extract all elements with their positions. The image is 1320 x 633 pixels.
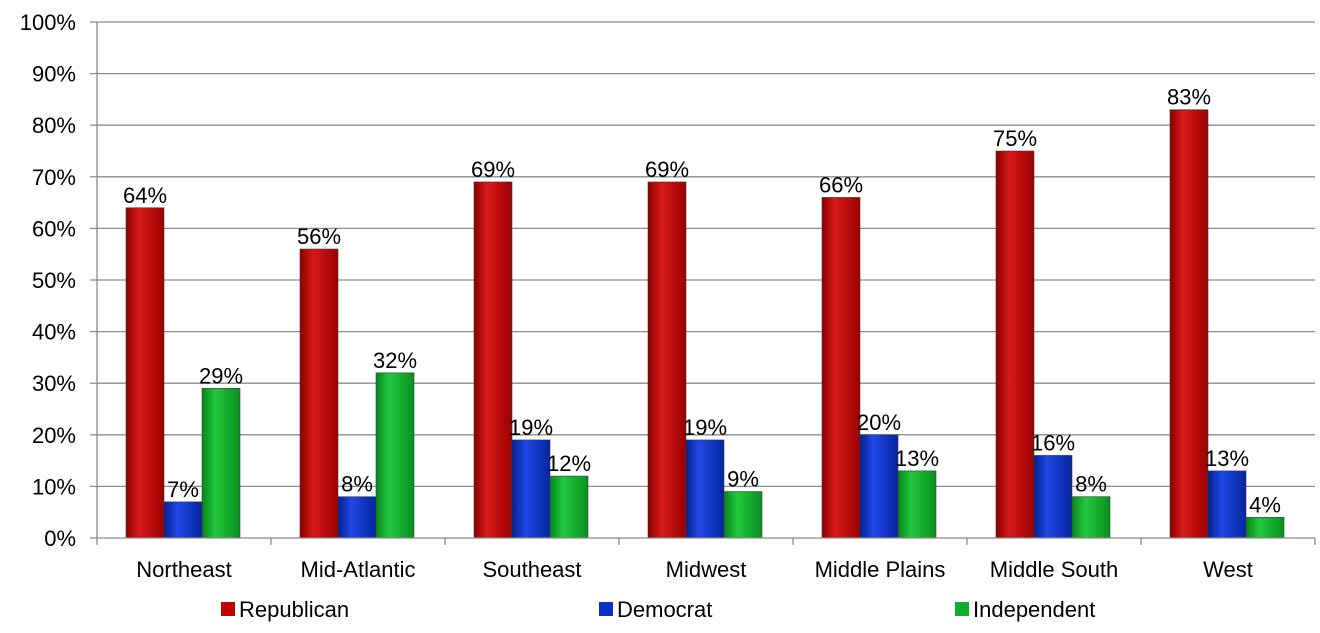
legend-swatch-republican <box>221 602 235 616</box>
bar-democrat <box>1033 455 1073 539</box>
legend-label: Democrat <box>617 597 712 622</box>
data-label: 32% <box>373 348 417 373</box>
bar-independent <box>723 491 763 539</box>
legend-swatch-independent <box>955 602 969 616</box>
data-label: 64% <box>123 183 167 208</box>
y-tick-label: 70% <box>32 165 76 190</box>
bar-democrat <box>685 439 725 539</box>
y-tick-label: 100% <box>20 10 76 35</box>
data-label: 13% <box>1205 446 1249 471</box>
legend-swatch-democrat <box>599 602 613 616</box>
bar-democrat <box>859 434 899 539</box>
legend-label: Republican <box>239 597 349 622</box>
data-label: 8% <box>341 472 373 497</box>
legend: Republican Democrat Independent <box>221 597 1095 622</box>
x-category-label: Middle Plains <box>815 557 946 582</box>
x-axis-category-labels: Northeast Mid-Atlantic Southeast Midwest Mid… <box>136 557 1253 582</box>
y-tick-label: 0% <box>44 526 76 551</box>
bar-republican <box>125 207 165 539</box>
y-tick-label: 80% <box>32 113 76 138</box>
bar-republican <box>299 248 339 539</box>
legend-label: Independent <box>973 597 1095 622</box>
data-label: 4% <box>1249 492 1281 517</box>
data-label: 69% <box>645 157 689 182</box>
bar-independent <box>375 372 415 539</box>
y-axis-tick-labels: 0% 10% 20% 30% 40% 50% 60% 70% 80% 90% 100% <box>20 10 76 551</box>
x-category-label: Southeast <box>482 557 581 582</box>
x-category-label: Middle South <box>990 557 1118 582</box>
y-tick-label: 20% <box>32 423 76 448</box>
y-tick-label: 30% <box>32 371 76 396</box>
x-category-label: Mid-Atlantic <box>301 557 416 582</box>
data-label: 12% <box>547 451 591 476</box>
bar-independent <box>1071 496 1111 539</box>
bar-republican <box>1169 109 1209 539</box>
x-category-label: West <box>1203 557 1253 582</box>
data-label: 56% <box>297 224 341 249</box>
data-label: 9% <box>727 467 759 492</box>
y-tick-label: 40% <box>32 320 76 345</box>
data-label: 66% <box>819 172 863 197</box>
bar-independent <box>897 470 937 539</box>
data-label: 69% <box>471 157 515 182</box>
data-label: 29% <box>199 363 243 388</box>
data-label: 75% <box>993 126 1037 151</box>
bar-independent <box>201 388 241 539</box>
bar-republican <box>473 181 513 539</box>
x-category-label: Northeast <box>136 557 231 582</box>
data-label: 8% <box>1075 472 1107 497</box>
bar-independent <box>549 475 589 539</box>
bar-republican <box>821 197 861 539</box>
bar-independent <box>1245 517 1285 539</box>
bar-republican <box>995 150 1035 539</box>
y-tick-label: 60% <box>32 216 76 241</box>
axes <box>96 22 1316 545</box>
x-category-label: Midwest <box>666 557 747 582</box>
data-label: 20% <box>857 410 901 435</box>
y-tick-label: 50% <box>32 268 76 293</box>
bars <box>125 109 1285 539</box>
y-tick-label: 90% <box>32 62 76 87</box>
bar-democrat <box>337 496 377 539</box>
data-label: 19% <box>509 415 553 440</box>
data-labels: 64% 7% 29% 56% 8% 32% 69% 19% 12% 69% 19% 9% 66% 20% 1… <box>123 85 1281 518</box>
data-label: 83% <box>1167 85 1211 110</box>
y-tick-label: 10% <box>32 474 76 499</box>
bar-democrat <box>163 501 203 539</box>
bar-democrat <box>1207 470 1247 539</box>
data-label: 19% <box>683 415 727 440</box>
bar-republican <box>647 181 687 539</box>
data-label: 16% <box>1031 430 1075 455</box>
data-label: 7% <box>167 477 199 502</box>
data-label: 13% <box>895 446 939 471</box>
bar-democrat <box>511 439 551 539</box>
